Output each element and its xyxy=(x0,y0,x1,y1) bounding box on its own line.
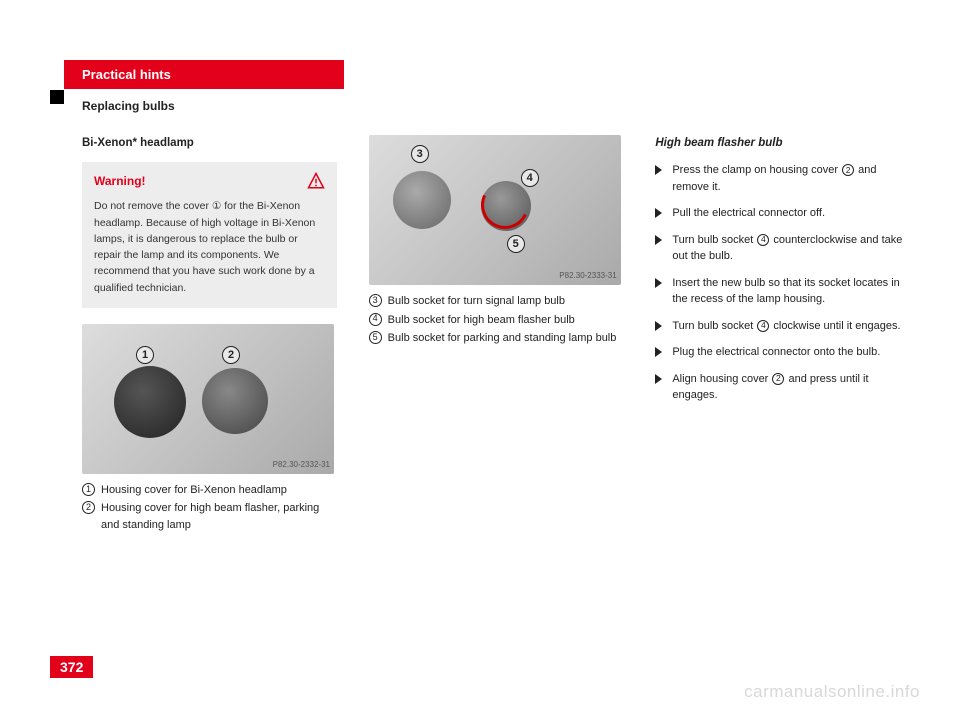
step-item: Insert the new bulb so that its socket l… xyxy=(655,275,910,308)
step-bullet-icon xyxy=(655,347,662,357)
legend-num: 1 xyxy=(82,483,95,496)
legend-num: 2 xyxy=(82,501,95,514)
warning-label: Warning! xyxy=(94,172,146,190)
step-bullet-icon xyxy=(655,208,662,218)
step-item: Pull the electrical connector off. xyxy=(655,205,910,222)
figure-1-caption: P82.30-2332-31 xyxy=(273,459,330,471)
steps-list: Press the clamp on housing cover 2 and r… xyxy=(655,162,910,404)
legend-text: Housing cover for Bi-Xenon headlamp xyxy=(101,482,287,499)
column-1: Bi-Xenon* headlamp Warning! Do not remov… xyxy=(82,135,337,535)
chapter-bar: Practical hints xyxy=(64,60,344,89)
legend-num: 3 xyxy=(369,294,382,307)
col3-title: High beam flasher bulb xyxy=(655,135,910,152)
step-text: Plug the electrical connector onto the b… xyxy=(672,344,880,361)
callout-5: 5 xyxy=(507,235,525,253)
legend-item: 5 Bulb socket for parking and standing l… xyxy=(369,330,624,347)
inline-ref-icon: 2 xyxy=(772,373,784,385)
column-2: 3 4 5 P82.30-2333-31 3 Bulb socket for t… xyxy=(369,135,624,535)
figure-1: 1 2 P82.30-2332-31 xyxy=(82,324,334,474)
inline-ref-icon: 2 xyxy=(842,164,854,176)
legend-item: 1 Housing cover for Bi-Xenon headlamp xyxy=(82,482,337,499)
legend-text: Bulb socket for high beam flasher bulb xyxy=(388,312,575,329)
step-text: Pull the electrical connector off. xyxy=(672,205,825,222)
step-text: Turn bulb socket 4 counterclockwise and … xyxy=(672,232,910,265)
column-3: High beam flasher bulb Press the clamp o… xyxy=(655,135,910,535)
step-bullet-icon xyxy=(655,235,662,245)
figure-1-legend: 1 Housing cover for Bi-Xenon headlamp 2 … xyxy=(82,482,337,534)
step-text: Insert the new bulb so that its socket l… xyxy=(672,275,910,308)
step-bullet-icon xyxy=(655,321,662,331)
step-item: Turn bulb socket 4 counterclockwise and … xyxy=(655,232,910,265)
warning-text: Do not remove the cover ① for the Bi-Xen… xyxy=(94,198,325,296)
content-columns: Bi-Xenon* headlamp Warning! Do not remov… xyxy=(82,135,910,535)
legend-item: 4 Bulb socket for high beam flasher bulb xyxy=(369,312,624,329)
legend-text: Bulb socket for turn signal lamp bulb xyxy=(388,293,565,310)
step-item: Plug the electrical connector onto the b… xyxy=(655,344,910,361)
inline-ref-icon: 4 xyxy=(757,234,769,246)
figure-2: 3 4 5 P82.30-2333-31 xyxy=(369,135,621,285)
step-item: Turn bulb socket 4 clockwise until it en… xyxy=(655,318,910,335)
figure-2-caption: P82.30-2333-31 xyxy=(559,270,616,282)
step-text: Turn bulb socket 4 clockwise until it en… xyxy=(672,318,900,335)
warning-box: Warning! Do not remove the cover ① for t… xyxy=(82,162,337,308)
legend-item: 2 Housing cover for high beam flasher, p… xyxy=(82,500,337,533)
figure-2-legend: 3 Bulb socket for turn signal lamp bulb … xyxy=(369,293,624,347)
legend-num: 4 xyxy=(369,313,382,326)
section-heading: Replacing bulbs xyxy=(82,99,910,113)
watermark: carmanualsonline.info xyxy=(744,682,920,702)
step-text: Align housing cover 2 and press until it… xyxy=(672,371,910,404)
step-item: Press the clamp on housing cover 2 and r… xyxy=(655,162,910,195)
callout-2: 2 xyxy=(222,346,240,364)
warning-header: Warning! xyxy=(94,172,325,190)
inline-ref-icon: 4 xyxy=(757,320,769,332)
step-bullet-icon xyxy=(655,278,662,288)
section-marker xyxy=(50,90,64,104)
step-text: Press the clamp on housing cover 2 and r… xyxy=(672,162,910,195)
legend-item: 3 Bulb socket for turn signal lamp bulb xyxy=(369,293,624,310)
page-number: 372 xyxy=(50,656,93,678)
legend-text: Bulb socket for parking and standing lam… xyxy=(388,330,617,347)
legend-num: 5 xyxy=(369,331,382,344)
manual-page: Practical hints Replacing bulbs Bi-Xenon… xyxy=(0,0,960,720)
step-bullet-icon xyxy=(655,374,662,384)
col1-title: Bi-Xenon* headlamp xyxy=(82,135,337,152)
step-item: Align housing cover 2 and press until it… xyxy=(655,371,910,404)
warning-icon xyxy=(307,172,325,190)
callout-3: 3 xyxy=(411,145,429,163)
legend-text: Housing cover for high beam flasher, par… xyxy=(101,500,337,533)
step-bullet-icon xyxy=(655,165,662,175)
callout-1: 1 xyxy=(136,346,154,364)
callout-4: 4 xyxy=(521,169,539,187)
